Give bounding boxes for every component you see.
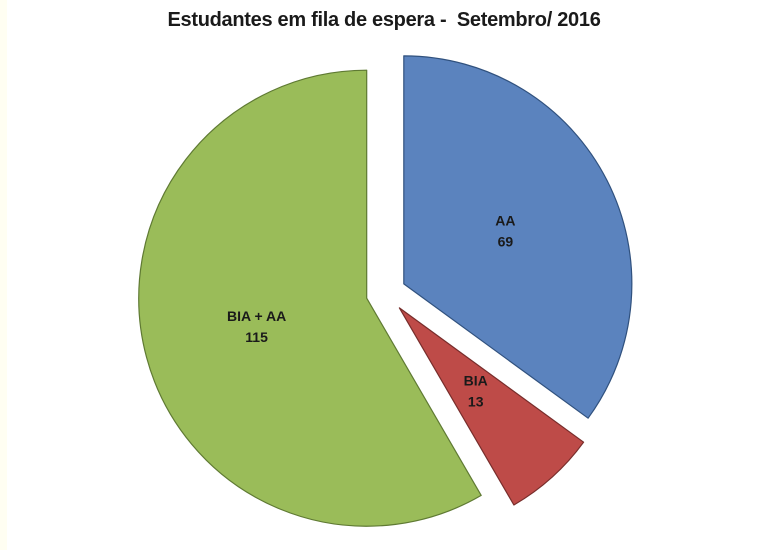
slice-value-bia: 13 xyxy=(468,394,484,410)
left-edge-tint xyxy=(0,0,7,550)
slice-label-aa: AA xyxy=(495,212,515,228)
pie-slice-bia xyxy=(398,307,585,506)
pie-slice-aa xyxy=(403,55,633,419)
chart-title: Estudantes em fila de espera - Setembro/… xyxy=(167,9,601,31)
slice-value-bia-aa: 115 xyxy=(245,329,268,345)
pie-slice-bia-aa xyxy=(138,69,482,527)
slice-label-bia-aa: BIA + AA xyxy=(227,308,286,324)
slice-label-bia: BIA xyxy=(464,373,488,389)
slice-value-aa: 69 xyxy=(498,233,514,249)
